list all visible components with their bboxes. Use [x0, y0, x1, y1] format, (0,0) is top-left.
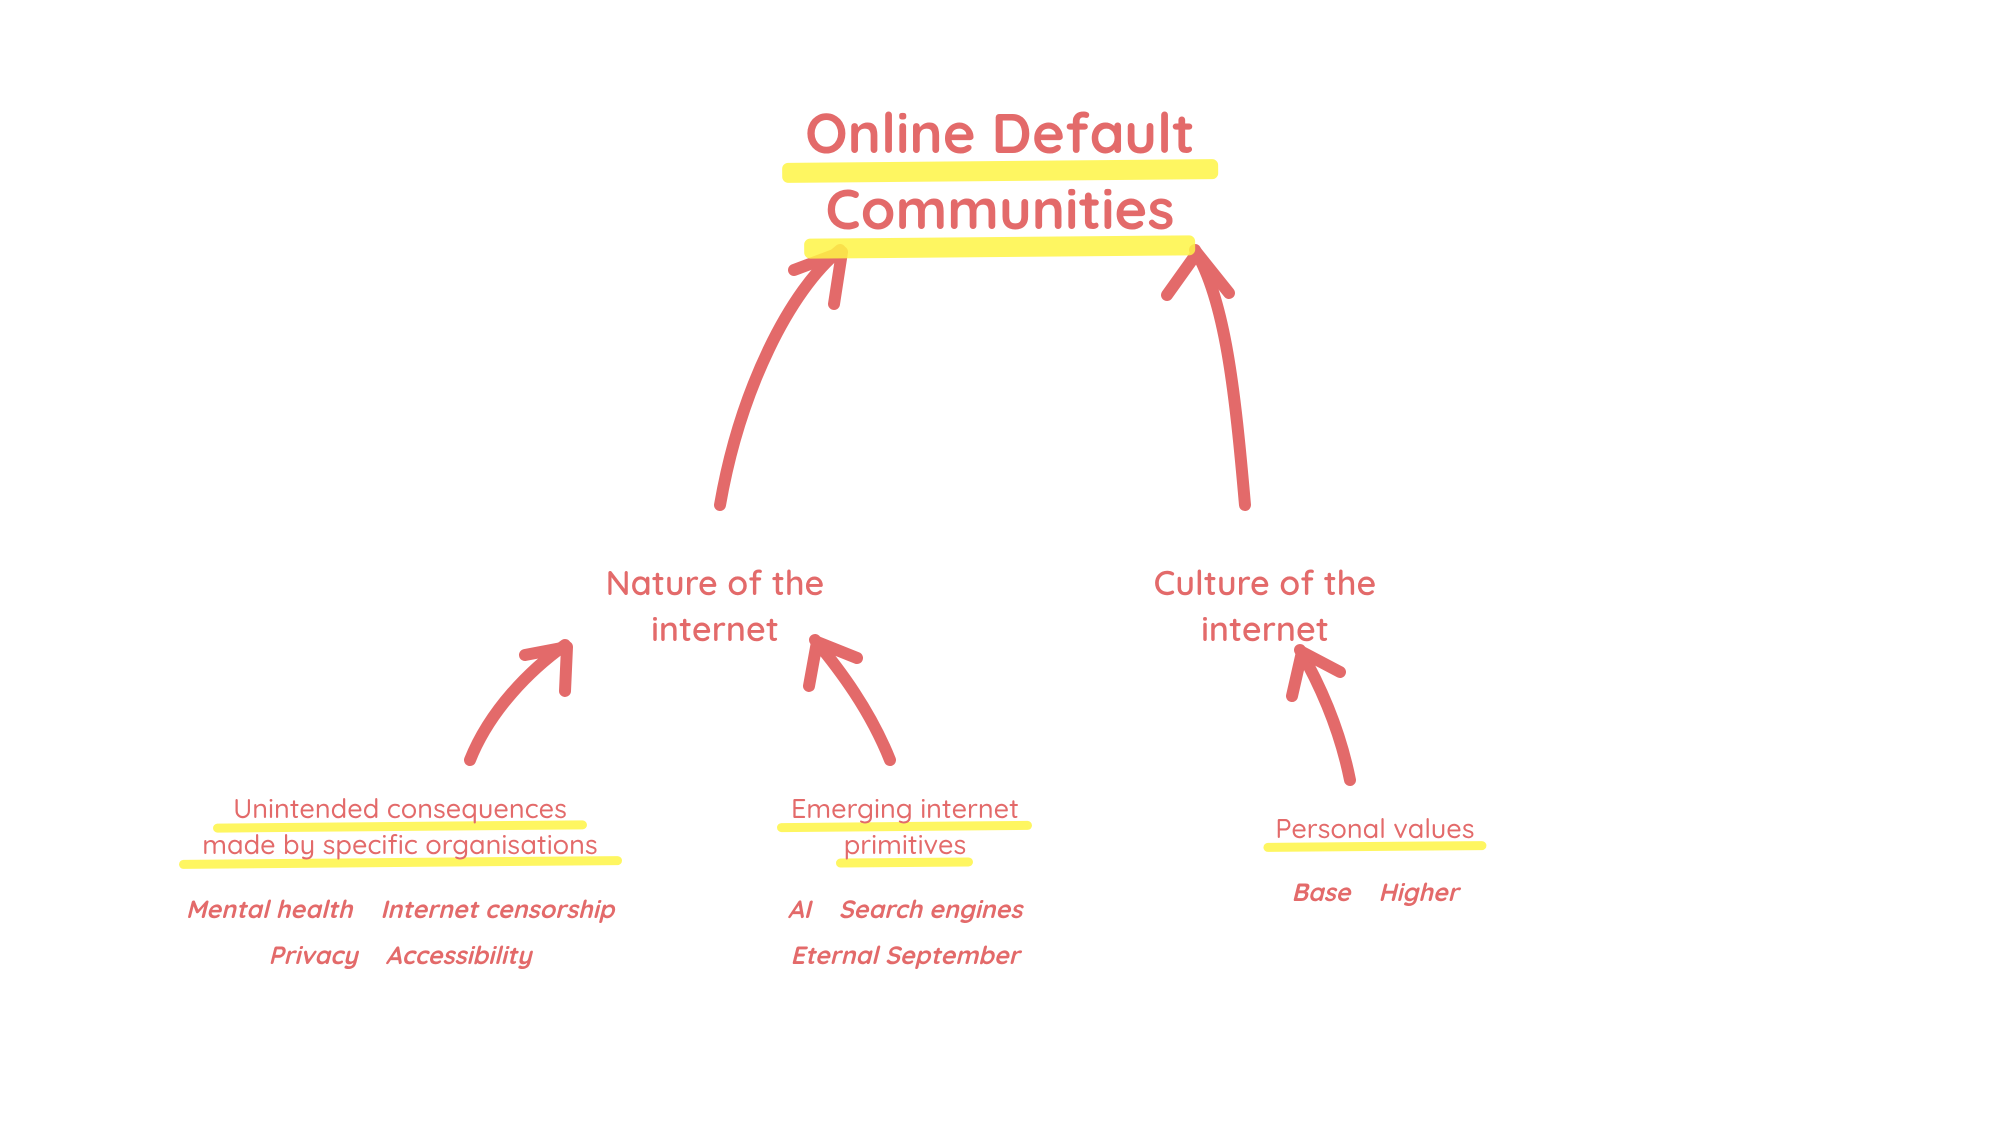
node-root: Online DefaultCommunities — [805, 95, 1195, 246]
node-consequences-tags: Mental health Internet censorship Privacy A… — [160, 887, 640, 979]
node-values: Personal values Base Higher — [1275, 810, 1474, 916]
node-root-line1: Online Default — [805, 95, 1195, 171]
node-values-line1: Personal values — [1275, 810, 1474, 846]
arrow-consequences-to-nature — [470, 645, 567, 760]
node-values-tags: Base Higher — [1275, 870, 1474, 916]
arrow-primitives-to-nature — [809, 640, 890, 760]
node-consequences-line1: Unintended consequences — [233, 790, 567, 826]
tag-consequences-1: Internet censorship — [380, 893, 614, 927]
tag-consequences-0: Mental health — [186, 893, 353, 927]
node-primitives-tags: AI Search engines Eternal September — [665, 887, 1145, 979]
arrow-nature-to-root — [720, 250, 842, 505]
tag-values-0: Base — [1292, 876, 1351, 910]
node-nature-line2: internet — [606, 606, 825, 652]
node-culture-line2: internet — [1154, 606, 1377, 652]
tag-consequences-2: Privacy — [268, 939, 357, 973]
tag-primitives-2: Eternal September — [791, 939, 1020, 973]
node-culture-line1: Culture of the — [1154, 560, 1377, 606]
node-primitives: Emerging internetprimitives AI Search engi… — [665, 790, 1145, 978]
arrow-culture-to-root — [1167, 250, 1245, 505]
node-consequences-line2: made by specific organisations — [202, 826, 597, 862]
node-consequences: Unintended consequencesmade by specific … — [160, 790, 640, 978]
tag-consequences-3: Accessibility — [386, 939, 532, 973]
node-root-line2: Communities — [826, 171, 1175, 247]
tag-primitives-1: Search engines — [839, 893, 1023, 927]
node-culture: Culture of theinternet — [1154, 560, 1377, 652]
arrow-values-to-culture — [1292, 650, 1350, 780]
tag-primitives-0: AI — [788, 893, 811, 927]
node-nature: Nature of theinternet — [606, 560, 825, 652]
node-nature-line1: Nature of the — [606, 560, 825, 606]
tag-values-1: Higher — [1378, 876, 1458, 910]
node-primitives-line2: primitives — [844, 826, 967, 862]
node-primitives-line1: Emerging internet — [791, 790, 1019, 826]
